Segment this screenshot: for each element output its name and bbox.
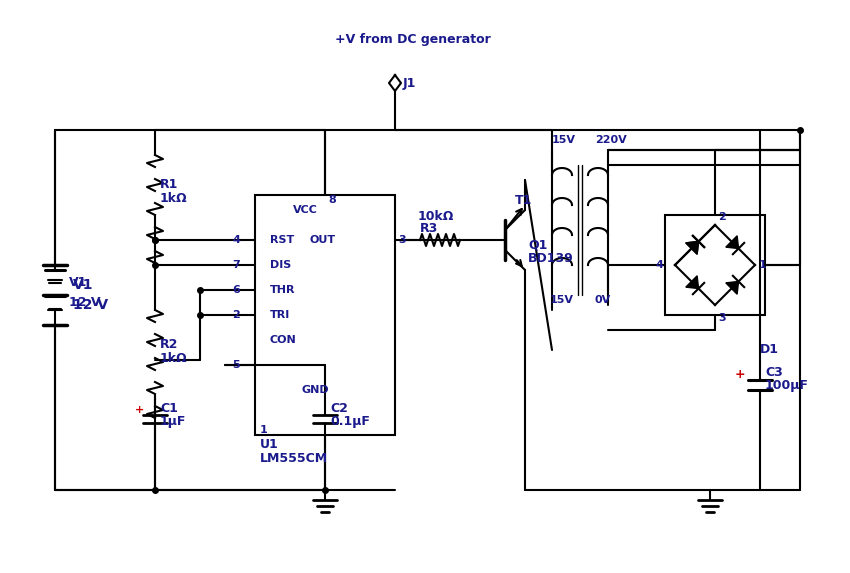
Text: 15V: 15V xyxy=(550,295,574,305)
Text: TRI: TRI xyxy=(270,310,290,320)
Text: U1: U1 xyxy=(260,438,279,452)
Text: 10kΩ: 10kΩ xyxy=(418,210,455,222)
Text: 12 V: 12 V xyxy=(69,296,100,309)
Text: LM555CM: LM555CM xyxy=(260,452,328,465)
Bar xyxy=(255,195,395,435)
Text: 12 V: 12 V xyxy=(73,298,108,312)
Text: OUT: OUT xyxy=(310,235,336,245)
Text: CON: CON xyxy=(270,335,297,345)
Text: 8: 8 xyxy=(328,195,336,205)
Text: +V from DC generator: +V from DC generator xyxy=(335,33,490,46)
Text: R1: R1 xyxy=(160,179,178,191)
Text: R2: R2 xyxy=(160,339,178,351)
Polygon shape xyxy=(726,281,739,294)
Text: 4: 4 xyxy=(655,260,663,270)
Text: C2: C2 xyxy=(330,402,348,414)
Text: V1: V1 xyxy=(69,277,88,289)
Polygon shape xyxy=(726,236,739,249)
Text: THR: THR xyxy=(270,285,296,295)
Text: 2: 2 xyxy=(718,212,726,222)
Text: 1: 1 xyxy=(759,260,767,270)
Text: T1: T1 xyxy=(515,194,532,206)
Text: BD139: BD139 xyxy=(528,252,574,265)
Polygon shape xyxy=(686,276,699,289)
Text: 7: 7 xyxy=(232,260,240,270)
Text: 0.1μF: 0.1μF xyxy=(330,415,370,429)
Text: 15V: 15V xyxy=(552,135,576,145)
Text: R3: R3 xyxy=(420,222,439,234)
Text: C3: C3 xyxy=(765,366,783,379)
Text: 1kΩ: 1kΩ xyxy=(160,351,188,364)
Text: 1μF: 1μF xyxy=(160,415,186,429)
Text: 4: 4 xyxy=(232,235,240,245)
Text: 3: 3 xyxy=(718,313,726,323)
Text: J1: J1 xyxy=(403,77,416,89)
Text: 100μF: 100μF xyxy=(765,379,809,391)
Text: 0V: 0V xyxy=(595,295,611,305)
Text: +: + xyxy=(735,368,745,382)
Text: RST: RST xyxy=(270,235,294,245)
Text: 1kΩ: 1kΩ xyxy=(160,191,188,205)
Text: +: + xyxy=(135,405,144,415)
Text: C1: C1 xyxy=(160,402,178,414)
Text: DIS: DIS xyxy=(270,260,292,270)
Polygon shape xyxy=(686,241,699,254)
Text: 5: 5 xyxy=(232,360,240,370)
Text: D1: D1 xyxy=(760,343,779,356)
Polygon shape xyxy=(686,241,699,254)
Text: GND: GND xyxy=(301,385,329,395)
Text: Q1: Q1 xyxy=(528,238,547,252)
Text: 220V: 220V xyxy=(595,135,626,145)
Text: 1: 1 xyxy=(260,425,268,435)
Text: 3: 3 xyxy=(398,235,405,245)
Text: VCC: VCC xyxy=(292,205,317,215)
Text: 2: 2 xyxy=(232,310,240,320)
Text: V1: V1 xyxy=(73,278,94,292)
Bar xyxy=(665,215,765,315)
Text: 6: 6 xyxy=(232,285,240,295)
